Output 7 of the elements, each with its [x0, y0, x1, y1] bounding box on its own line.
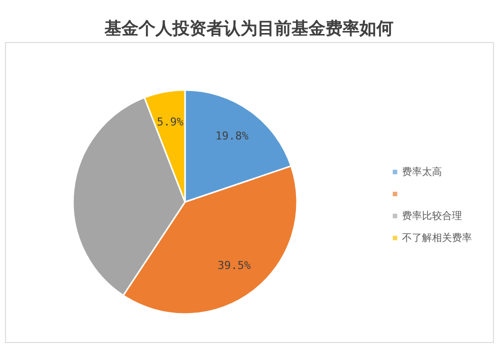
data-label: 19.8% — [215, 129, 249, 142]
chart-title: 基金个人投资者认为目前基金费率如何 — [104, 19, 394, 39]
legend-label: 费率比较合理 — [402, 210, 462, 222]
data-label: 5.9% — [156, 116, 184, 129]
legend-label: 费率太高 — [402, 166, 442, 178]
legend-label: 不了解相关费率 — [402, 232, 472, 244]
data-label: 39.5% — [218, 258, 252, 272]
